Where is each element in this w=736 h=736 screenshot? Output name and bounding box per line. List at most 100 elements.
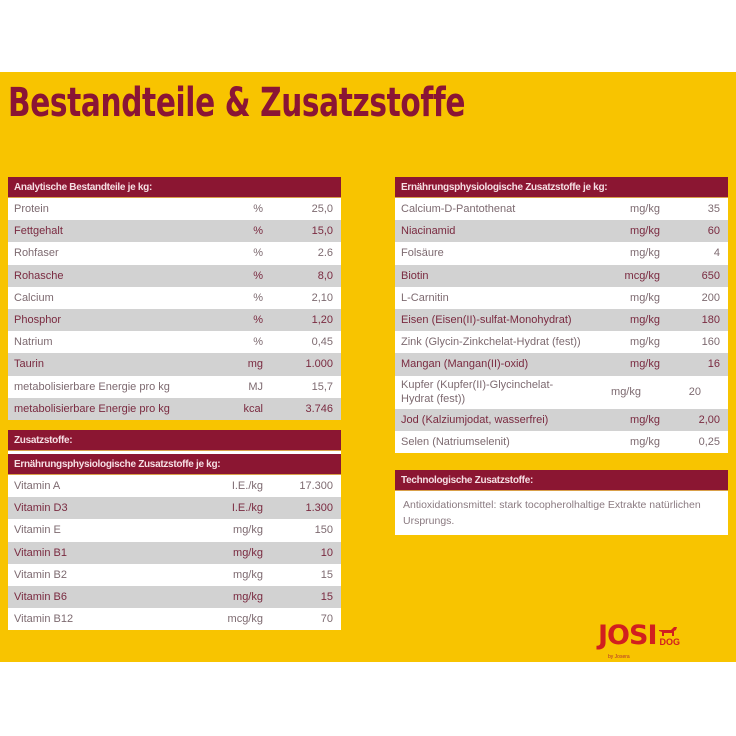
row-unit: mg/kg xyxy=(630,203,660,216)
row-value: 200 xyxy=(701,291,720,304)
table-row: Vitamin E mg/kg 150 xyxy=(8,519,341,541)
row-name: Vitamin B12 xyxy=(14,613,74,626)
row-value: 25,0 xyxy=(311,203,333,216)
table-row: metabolisierbare Energie pro kg MJ 15,7 xyxy=(8,376,341,398)
row-name: Vitamin B6 xyxy=(14,591,67,604)
table-row: Taurin mg 1.000 xyxy=(8,353,341,376)
row-unit: % xyxy=(253,269,263,282)
row-name: Folsäure xyxy=(401,247,444,260)
row-unit: % xyxy=(253,291,263,304)
row-name: Phosphor xyxy=(14,314,62,327)
row-name: Zink (Glycin-Zinkchelat-Hydrat (fest)) xyxy=(401,336,581,349)
row-unit: % xyxy=(253,247,263,260)
row-value: 15 xyxy=(320,568,333,581)
table-row: Vitamin B12 mcg/kg 70 xyxy=(8,608,341,630)
row-unit: % xyxy=(253,225,263,238)
row-unit: mg/kg xyxy=(630,358,660,371)
row-value: 1.300 xyxy=(305,502,333,515)
row-value: 0,45 xyxy=(311,336,333,349)
row-name: Vitamin B2 xyxy=(14,568,67,581)
row-name: Selen (Natriumselenit) xyxy=(401,435,510,448)
row-name: Protein xyxy=(14,203,49,216)
row-unit: kcal xyxy=(243,402,263,415)
nutritional-table: Ernährungsphysiologische Zusatzstoffe je… xyxy=(395,177,728,453)
analytic-table: Analytische Bestandteile je kg: Protein%… xyxy=(8,177,341,420)
row-value: 180 xyxy=(701,314,720,327)
table-row: Vitamin D3 I.E./kg 1.300 xyxy=(8,497,341,520)
table-row: Vitamin B1 mg/kg 10 xyxy=(8,541,341,564)
row-value: 15,0 xyxy=(311,225,333,238)
row-unit: % xyxy=(253,203,263,216)
row-unit: mg/kg xyxy=(233,568,263,581)
row-unit: mg/kg xyxy=(611,386,641,398)
row-unit: mg/kg xyxy=(630,413,660,426)
table-row: Niacinamid mg/kg 60 xyxy=(395,220,728,243)
table-row: Selen (Natriumselenit) mg/kg 0,25 xyxy=(395,431,728,453)
row-name: Calcium xyxy=(14,291,54,304)
row-value: 2.6 xyxy=(317,247,333,260)
row-value: 15,7 xyxy=(311,380,333,393)
row-name: Biotin xyxy=(401,269,429,282)
row-value: 2,10 xyxy=(311,291,333,304)
row-name: metabolisierbare Energie pro kg xyxy=(14,380,170,393)
table-row: Jod (Kalziumjodat, wasserfrei) mg/kg 2,00 xyxy=(395,408,728,431)
row-value: 16 xyxy=(707,358,720,371)
row-value: 10 xyxy=(320,546,333,559)
analytic-header: Analytische Bestandteile je kg: xyxy=(8,177,341,198)
row-unit: % xyxy=(253,314,263,327)
row-unit: mg/kg xyxy=(630,247,660,260)
table-row: Folsäure mg/kg 4 xyxy=(395,242,728,264)
table-row: Calcium% 2,10 xyxy=(8,287,341,309)
table-row: Kupfer (Kupfer(II)-Glycinchelat-Hydrat (… xyxy=(395,376,728,409)
table-row: Zink (Glycin-Zinkchelat-Hydrat (fest)) mg… xyxy=(395,331,728,353)
logo-sub: DOG xyxy=(659,637,681,647)
row-name: Kupfer (Kupfer(II)-Glycinchelat-Hydrat (… xyxy=(401,379,554,405)
table-row: Eisen (Eisen(II)-sulfat-Monohydrat) mg/kg… xyxy=(395,308,728,332)
row-value: 650 xyxy=(701,269,720,282)
row-value: 35 xyxy=(707,203,720,216)
table-row: Protein% 25,0 xyxy=(8,198,341,220)
row-unit: mg/kg xyxy=(630,336,660,349)
additives-header: Zusatzstoffe: xyxy=(8,430,341,451)
logo-byline: by Josera xyxy=(608,654,630,660)
row-value: 8,0 xyxy=(317,269,333,282)
row-unit: % xyxy=(253,336,263,349)
row-value: 1,20 xyxy=(311,314,333,327)
table-row: L-Carnitin mg/kg 200 xyxy=(395,287,728,309)
technological-text: Antioxidationsmittel: stark tocopherolha… xyxy=(403,499,701,527)
page-title: Bestandteile & Zusatzstoffe xyxy=(8,80,466,126)
table-row: Rohfaser% 2.6 xyxy=(8,242,341,264)
row-unit: mg/kg xyxy=(233,546,263,559)
table-row: Mangan (Mangan(II)-oxid) mg/kg 16 xyxy=(395,353,728,376)
table-row: Vitamin A I.E./kg 17.300 xyxy=(8,475,341,497)
row-name: Fettgehalt xyxy=(14,225,63,238)
table-row: Natrium% 0,45 xyxy=(8,331,341,353)
row-unit: mcg/kg xyxy=(227,613,263,626)
josidog-logo: JOSI DOG by Josera xyxy=(598,620,681,660)
row-value: 2,00 xyxy=(698,413,720,426)
row-unit: mg xyxy=(247,358,263,371)
row-unit: I.E./kg xyxy=(231,480,263,493)
table-row: Fettgehalt% 15,0 xyxy=(8,220,341,243)
row-value: 20 xyxy=(688,386,701,398)
table-row: Vitamin B6 mg/kg 15 xyxy=(8,585,341,609)
row-name: Calcium-D-Pantothenat xyxy=(401,203,516,216)
row-unit: mg/kg xyxy=(233,591,263,604)
table-row: Calcium-D-Pantothenat mg/kg 35 xyxy=(395,198,728,220)
row-name: Jod (Kalziumjodat, wasserfrei) xyxy=(401,413,549,426)
row-name: Taurin xyxy=(14,358,44,371)
row-name: Vitamin E xyxy=(14,524,61,537)
additives-table: Zusatzstoffe: Ernährungsphysiologische Z… xyxy=(8,430,341,631)
row-value: 15 xyxy=(320,591,333,604)
table-row: Vitamin B2 mg/kg 15 xyxy=(8,564,341,586)
row-value: 60 xyxy=(707,225,720,238)
row-value: 0,25 xyxy=(698,435,720,448)
row-unit: I.E./kg xyxy=(231,502,263,515)
row-name: Vitamin A xyxy=(14,480,61,493)
table-row: Biotin mcg/kg 650 xyxy=(395,264,728,287)
table-row: metabolisierbare Energie pro kg kcal 3.746 xyxy=(8,397,341,420)
row-name: Vitamin B1 xyxy=(14,546,67,559)
row-name: Mangan (Mangan(II)-oxid) xyxy=(401,358,529,371)
row-unit: mg/kg xyxy=(630,314,660,327)
technological-box: Technologische Zusatzstoffe: Antioxidati… xyxy=(395,470,728,535)
